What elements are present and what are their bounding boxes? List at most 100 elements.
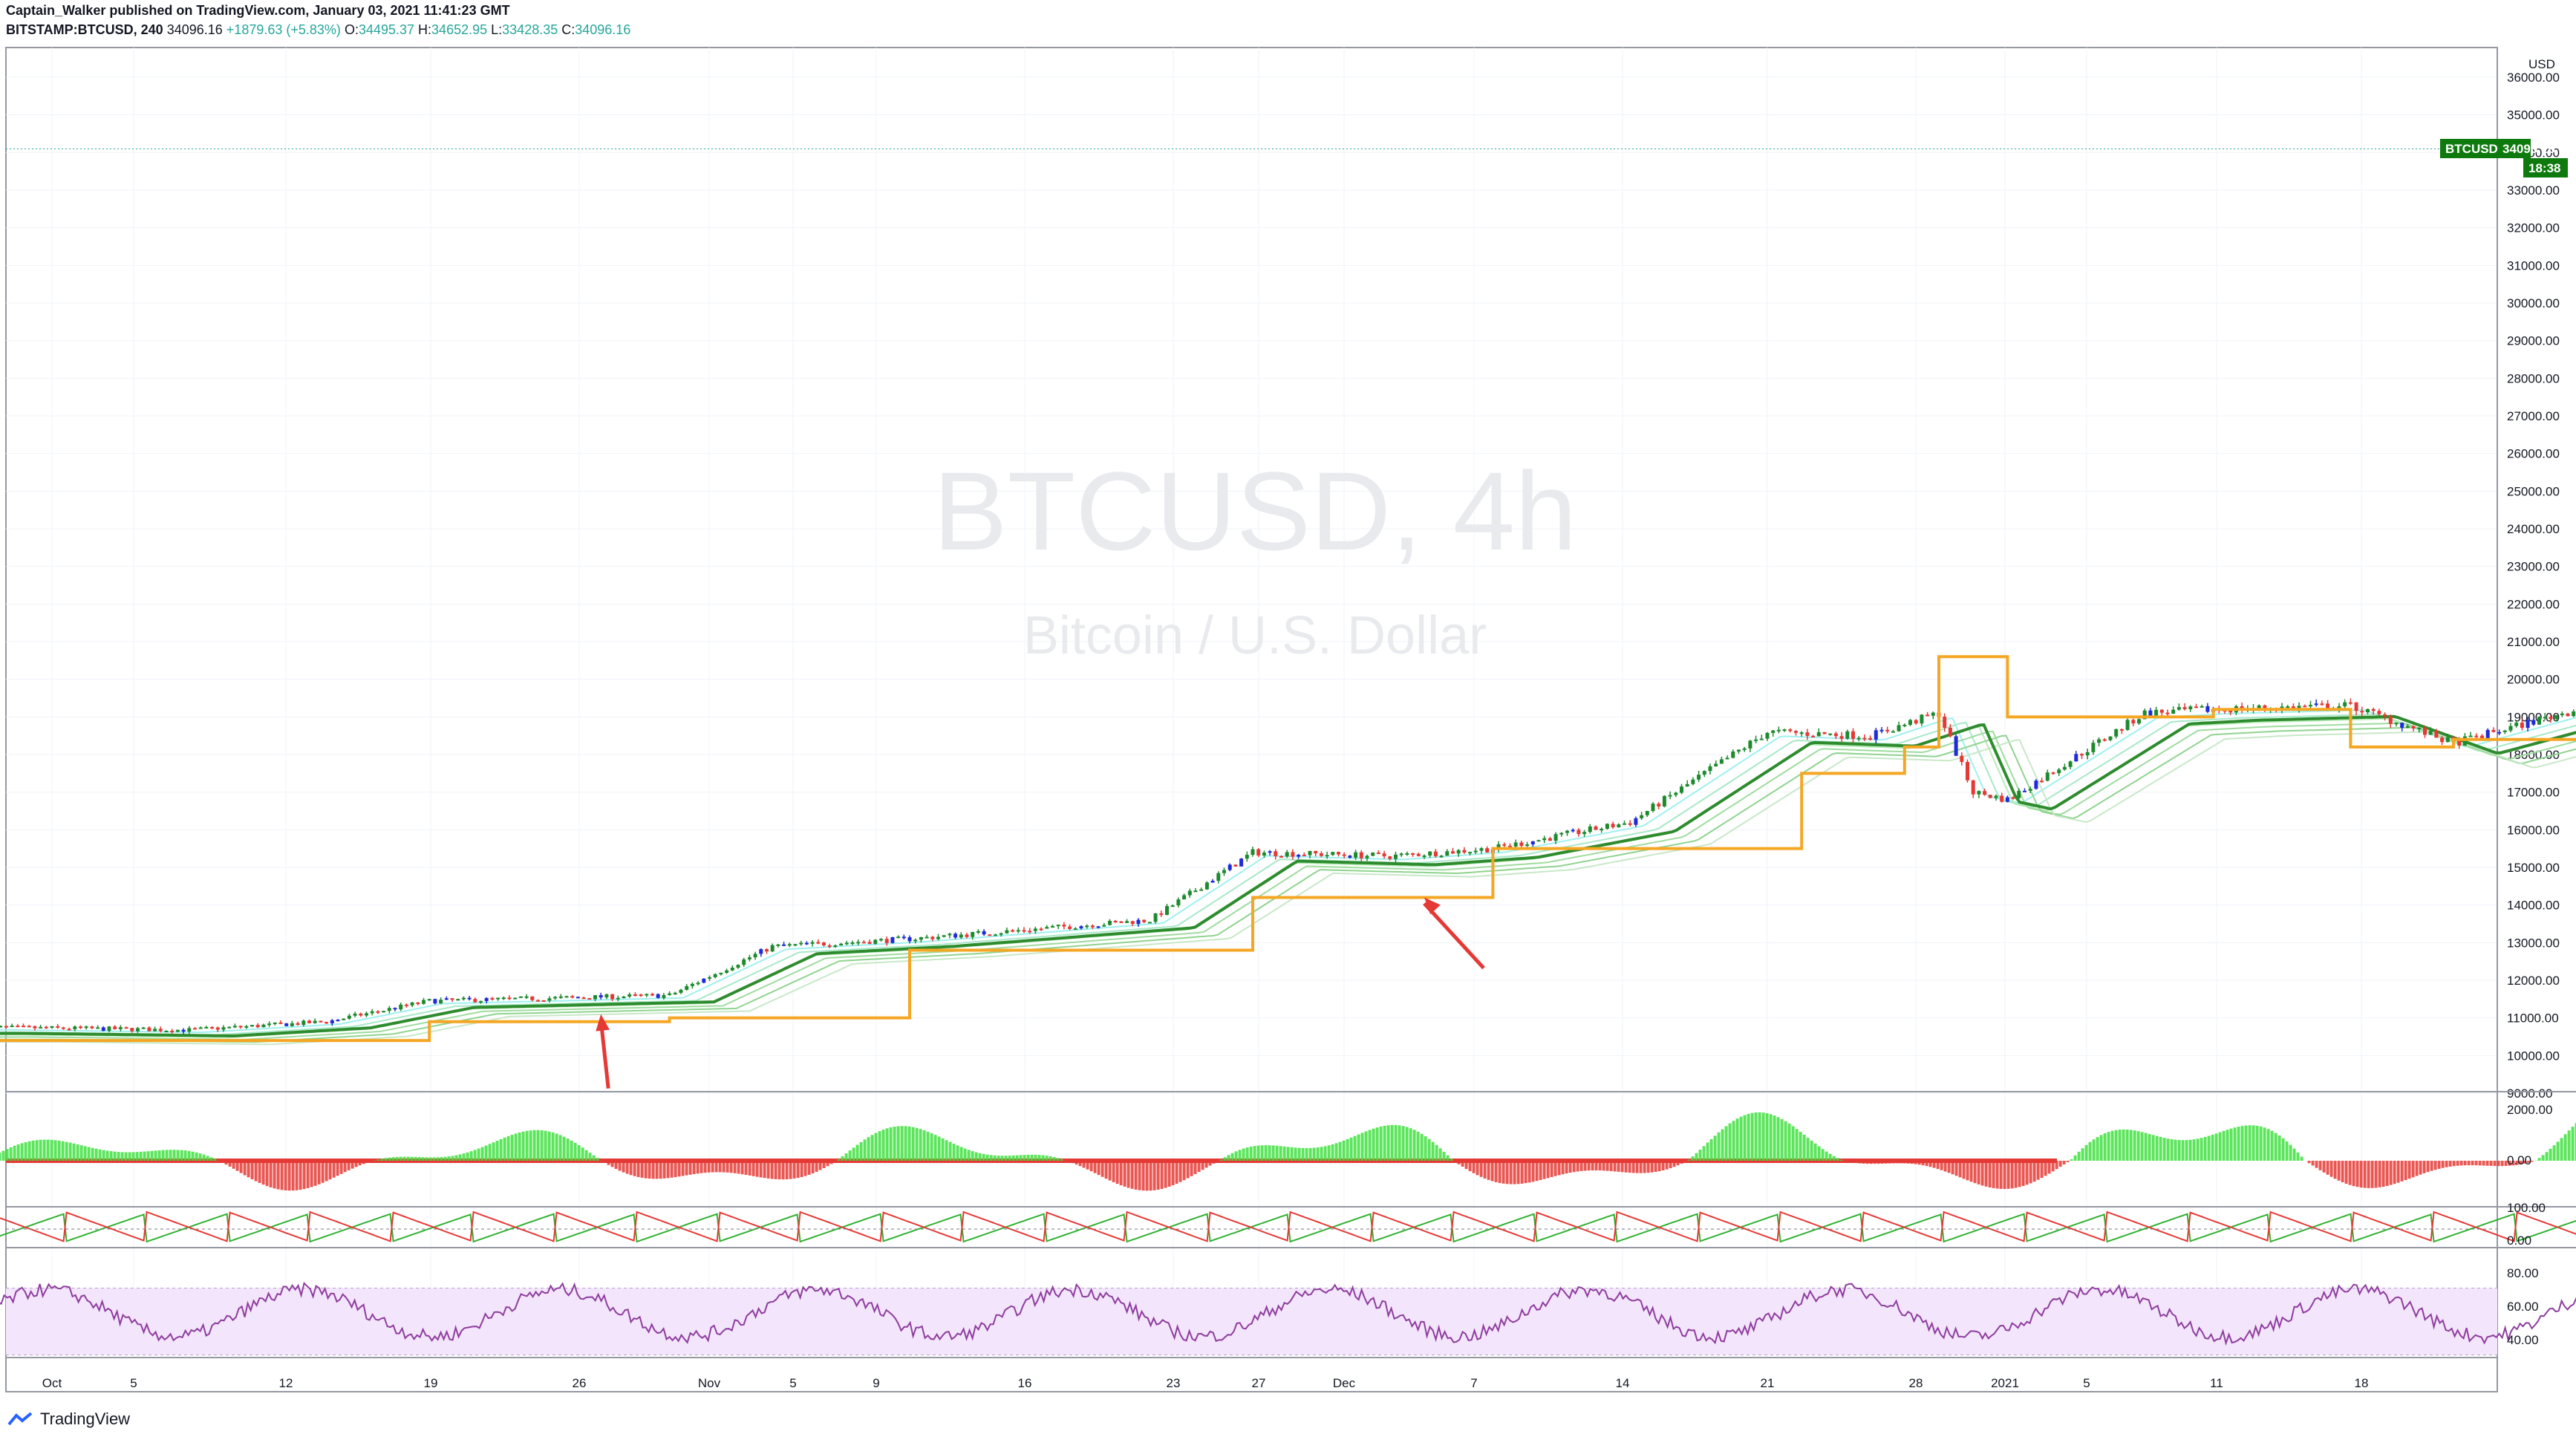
histogram-bar [2051,1161,2055,1172]
candle-body [685,985,689,990]
histogram-bar [558,1135,562,1161]
histogram-bar [1750,1112,1754,1161]
histogram-bar [57,1140,61,1161]
candle-body [799,942,803,945]
candle-body [1394,854,1398,859]
histogram-bar [893,1127,896,1161]
histogram-bar [443,1156,447,1161]
price-tick-label: 35000.00 [2507,108,2560,123]
histogram-bar [183,1150,187,1161]
histogram-bar [829,1161,833,1164]
histogram-bar [2270,1130,2274,1161]
candle-body [1943,716,1947,728]
histogram-bar [1331,1144,1334,1161]
histogram-bar [1349,1137,1353,1161]
histogram-bar [692,1161,696,1175]
histogram-bar [1680,1161,1683,1164]
histogram-bar [2329,1161,2333,1177]
candle-body [1920,714,1924,724]
candle-body [2097,739,2101,743]
histogram-bar [1936,1161,1940,1170]
histogram-bar [1980,1161,1984,1186]
histogram-bar [1602,1161,1605,1171]
candle-body [1782,729,1787,731]
histogram-bar [1294,1147,1297,1161]
histogram-bar [1011,1155,1015,1161]
histogram-bar [261,1161,265,1185]
histogram-bar [685,1161,688,1176]
candle-body [1308,850,1312,856]
histogram-bar [1112,1161,1115,1182]
histogram-bar [310,1161,313,1187]
histogram-bar [740,1161,744,1175]
price-tick-label: 14000.00 [2507,899,2560,913]
histogram-bar [1372,1128,1375,1161]
histogram-bar [1089,1161,1093,1172]
candle-body [1680,786,1683,793]
candle-body [467,997,472,1000]
histogram-bar [1910,1161,1914,1164]
histogram-bar [2419,1161,2422,1175]
histogram-bar [180,1150,183,1161]
candle-body [861,942,866,944]
histogram-bar [1669,1161,1672,1169]
candle-body [1519,842,1524,847]
histogram-bar [1524,1161,1527,1184]
histogram-bar [1568,1161,1572,1173]
candle-body [313,1020,317,1023]
histogram-bar [1810,1140,1813,1161]
candle-body [124,1027,128,1029]
candle-body [570,996,575,998]
histogram-bar [792,1161,796,1179]
candle-body [1068,926,1072,930]
histogram-bar [2445,1161,2448,1167]
histogram-bar [1379,1126,1383,1161]
histogram-bar [1657,1161,1661,1172]
candle-body [593,995,597,1000]
histogram-bar [1858,1161,1862,1164]
histogram-bar [904,1126,907,1161]
candle-body [1142,919,1147,922]
histogram-bar [299,1161,302,1190]
candle-body [2371,708,2376,711]
candle-body [884,939,889,943]
price-tick-label: 18000.00 [2507,748,2560,762]
candle-body [2474,735,2479,737]
histogram-bar [1308,1147,1312,1161]
candle-body [2165,712,2170,714]
histogram-bar [1795,1129,1799,1161]
histogram-bar [1635,1161,1639,1173]
candle-body [1079,926,1083,929]
candle-body [2514,723,2519,726]
histogram-bar [473,1150,477,1161]
histogram-bar [841,1156,844,1161]
histogram-bar [1973,1161,1977,1184]
histogram-bar [61,1141,65,1161]
candle-body [1319,853,1323,856]
candle-body [1719,759,1724,764]
candle-body [1862,737,1867,740]
histogram-bar [2393,1161,2396,1185]
candle-body [1799,732,1804,734]
histogram-bar [1450,1159,1453,1161]
candle-body [1685,783,1689,787]
histogram-bar [1256,1145,1260,1161]
candle-body [1708,766,1712,772]
histogram-bar [2318,1161,2322,1170]
histogram-bar [696,1161,700,1174]
histogram-bar [2515,1161,2519,1165]
histogram-bar [469,1151,473,1161]
histogram-bar [295,1161,299,1190]
candle-body [2194,706,2198,708]
histogram-bar [1954,1161,1958,1176]
high-value: 34652.95 [431,22,488,37]
histogram-bar [157,1150,161,1161]
histogram-bar [1490,1161,1494,1182]
candle-body [2491,729,2496,732]
histogram-bar [2315,1161,2318,1168]
candle-body [325,1022,329,1024]
candle-body [776,944,780,946]
histogram-bar [1245,1147,1249,1161]
histogram-bar [202,1154,206,1161]
